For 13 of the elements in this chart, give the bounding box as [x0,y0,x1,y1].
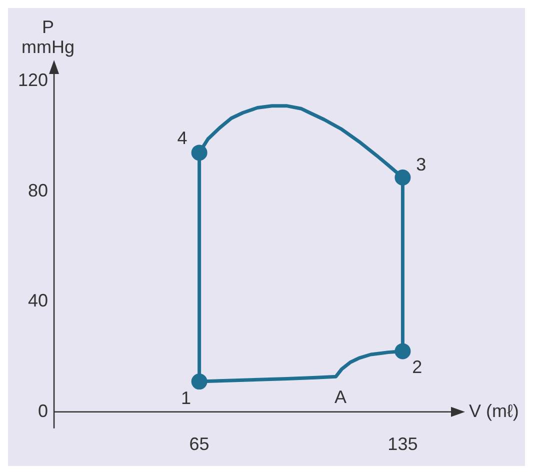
y-tick-label: 40 [28,290,48,311]
annotation: 3 [416,154,426,174]
annotation: 1 [181,388,192,408]
y-tick-label: 0 [38,400,48,421]
x-tick-label: 135 [388,434,418,454]
annotation: 4 [177,128,188,148]
annotation: 2 [412,356,422,377]
x-axis-title: V (mℓ) [469,400,519,421]
annotation: A [334,387,346,408]
y-tick-label: 120 [18,70,48,90]
y-tick-label: 80 [28,180,48,200]
x-tick-label: 65 [189,434,210,454]
y-axis-title: P mmHg [22,16,75,57]
